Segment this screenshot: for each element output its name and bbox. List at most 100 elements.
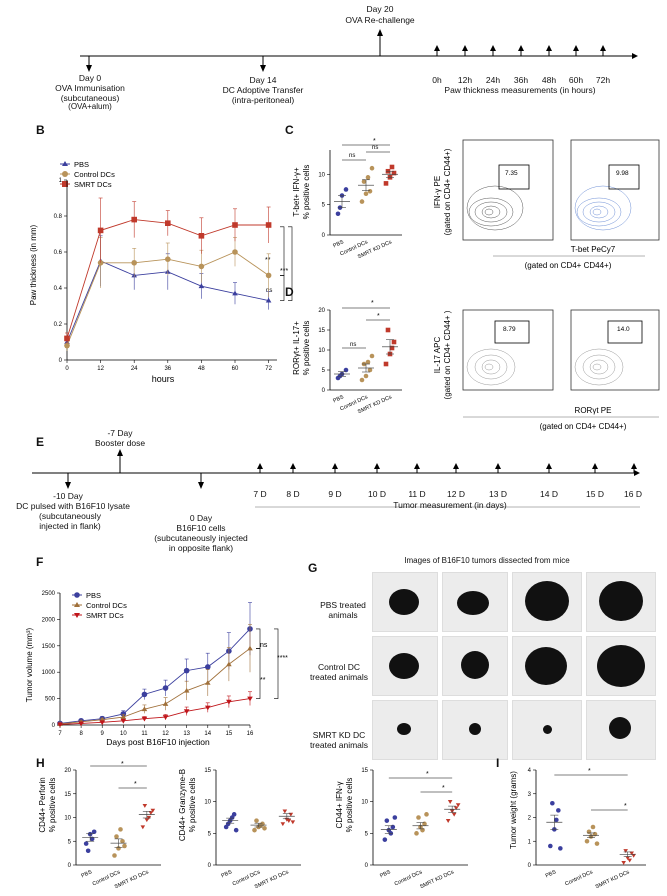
data-point bbox=[384, 818, 390, 823]
y-axis-label: CD44+ Perforin bbox=[38, 777, 47, 832]
group-2 bbox=[619, 849, 636, 865]
data-point bbox=[631, 853, 636, 858]
hour-label: 48h bbox=[541, 75, 557, 85]
data-point bbox=[290, 820, 296, 825]
y-tick-label: 0 bbox=[322, 233, 326, 239]
data-point bbox=[141, 716, 148, 722]
x-tick-label: 14 bbox=[204, 731, 211, 737]
sig-bracket bbox=[288, 226, 293, 301]
tumor-image bbox=[442, 636, 508, 696]
data-point bbox=[85, 848, 91, 854]
data-point bbox=[265, 297, 272, 303]
data-point bbox=[625, 856, 630, 861]
flow-y-label: (gated on CD4+ CD44+ ) bbox=[443, 310, 452, 399]
y-tick-label: 0 bbox=[68, 863, 72, 869]
x-tick-label: 7 bbox=[58, 731, 62, 737]
data-point bbox=[453, 806, 459, 811]
y-tick-label: 5 bbox=[322, 368, 326, 374]
data-point bbox=[590, 824, 596, 830]
legend-label: SMRT DCs bbox=[74, 180, 112, 189]
data-point bbox=[232, 249, 238, 255]
tumor-image bbox=[372, 572, 438, 632]
row-label: animals bbox=[328, 610, 358, 620]
sig-label: * bbox=[121, 761, 124, 768]
data-point bbox=[141, 691, 148, 698]
hour-label: 24h bbox=[485, 75, 501, 85]
rechallenge-label: OVA Re-challenge bbox=[345, 15, 415, 25]
series-control-dcs bbox=[57, 624, 253, 726]
data-point bbox=[78, 721, 84, 727]
minus10-desc1: DC pulsed with B16F10 lysate bbox=[16, 501, 130, 511]
booster-label: Booster dose bbox=[94, 438, 146, 448]
x-tick-label: 13 bbox=[183, 731, 190, 737]
data-point bbox=[247, 645, 253, 651]
y-tick-label: 15 bbox=[64, 792, 71, 798]
ova-alum-label: (OVA+alum) bbox=[68, 102, 112, 111]
timeline-e-axis bbox=[32, 449, 640, 508]
tumor-image bbox=[512, 700, 582, 760]
tbet-ifng-dotplot: T-bet+ IFN-γ+ % positive cells ns ns * 0… bbox=[292, 138, 402, 260]
data-point bbox=[558, 846, 563, 851]
group-2 bbox=[382, 327, 398, 367]
category-label: Control DCs bbox=[564, 869, 594, 887]
data-point bbox=[114, 834, 119, 839]
data-point bbox=[337, 373, 343, 379]
day-label: 14 D bbox=[540, 489, 558, 499]
tumor-image bbox=[442, 572, 508, 632]
flow-y-label: IL-17 APC bbox=[433, 337, 442, 374]
legend-label: SMRT DCs bbox=[86, 611, 124, 620]
data-point bbox=[383, 181, 389, 186]
timeline-a-axis bbox=[80, 29, 638, 72]
sig-label: * bbox=[442, 785, 445, 792]
y-tick-label: 10 bbox=[318, 348, 325, 354]
data-point bbox=[131, 216, 137, 223]
data-point bbox=[204, 705, 211, 711]
tumor-image bbox=[372, 700, 438, 760]
data-point bbox=[392, 815, 398, 820]
day0-label: 0 Day bbox=[189, 513, 213, 523]
sig-label: **** bbox=[277, 655, 288, 662]
paw-thickness-chart: Paw thickness (in mm) hours PBS Control … bbox=[29, 160, 293, 384]
x-tick-label: 12 bbox=[162, 731, 169, 737]
flow-y-label: (gated on CD4+ CD44+) bbox=[443, 148, 452, 235]
minus10-desc3: injected in flank) bbox=[39, 521, 101, 531]
hour-label: 36h bbox=[513, 75, 529, 85]
y-tick-label: 3 bbox=[528, 792, 532, 798]
panel-letter-e: E bbox=[36, 435, 45, 449]
sig-label: * bbox=[371, 300, 374, 307]
y-tick-label: 5 bbox=[322, 203, 326, 209]
flow-plot-frame bbox=[462, 309, 554, 391]
sig-label: ns bbox=[266, 288, 272, 294]
intraperitoneal-label: (intra-peritoneal) bbox=[231, 95, 295, 105]
flow-contour-plots-c: IFN-γ PE (gated on CD4+ CD44+) 7.35 9.98… bbox=[433, 139, 660, 270]
legend-label: PBS bbox=[74, 160, 89, 169]
data-point bbox=[140, 825, 146, 830]
data-point bbox=[122, 843, 127, 849]
row-label: Control DC bbox=[317, 662, 361, 672]
tumor-volume-chart: Tumor volume (mm³) Days post B16F10 inje… bbox=[25, 591, 288, 747]
data-point bbox=[424, 812, 429, 817]
x-axis-label: hours bbox=[152, 374, 175, 384]
data-point bbox=[254, 818, 259, 823]
flow-x-label: RORγt PE bbox=[575, 406, 612, 415]
hour-label: 72h bbox=[595, 75, 611, 85]
data-point bbox=[280, 822, 286, 827]
tumor-images-title: Images of B16F10 tumors dissected from m… bbox=[404, 556, 570, 565]
day-label: 8 D bbox=[286, 489, 300, 499]
y-tick-label: 15 bbox=[361, 768, 368, 774]
data-point bbox=[369, 165, 375, 171]
row-label: SMRT KD DC bbox=[312, 730, 366, 740]
day-label: 12 D bbox=[447, 489, 465, 499]
group-0 bbox=[222, 812, 239, 833]
data-point bbox=[142, 804, 148, 808]
group-2 bbox=[278, 809, 296, 827]
group-0 bbox=[82, 829, 99, 854]
y-axis-label: Paw thickness (in mm) bbox=[29, 224, 38, 305]
gate-value: 7.35 bbox=[505, 170, 518, 177]
y-axis-label: T-bet+ IFN-γ+ bbox=[292, 167, 301, 217]
data-point bbox=[162, 701, 169, 706]
tumor-image bbox=[512, 636, 582, 696]
data-point bbox=[343, 187, 349, 192]
x-tick-label: 72 bbox=[265, 366, 272, 372]
flow-gate bbox=[494, 320, 530, 344]
